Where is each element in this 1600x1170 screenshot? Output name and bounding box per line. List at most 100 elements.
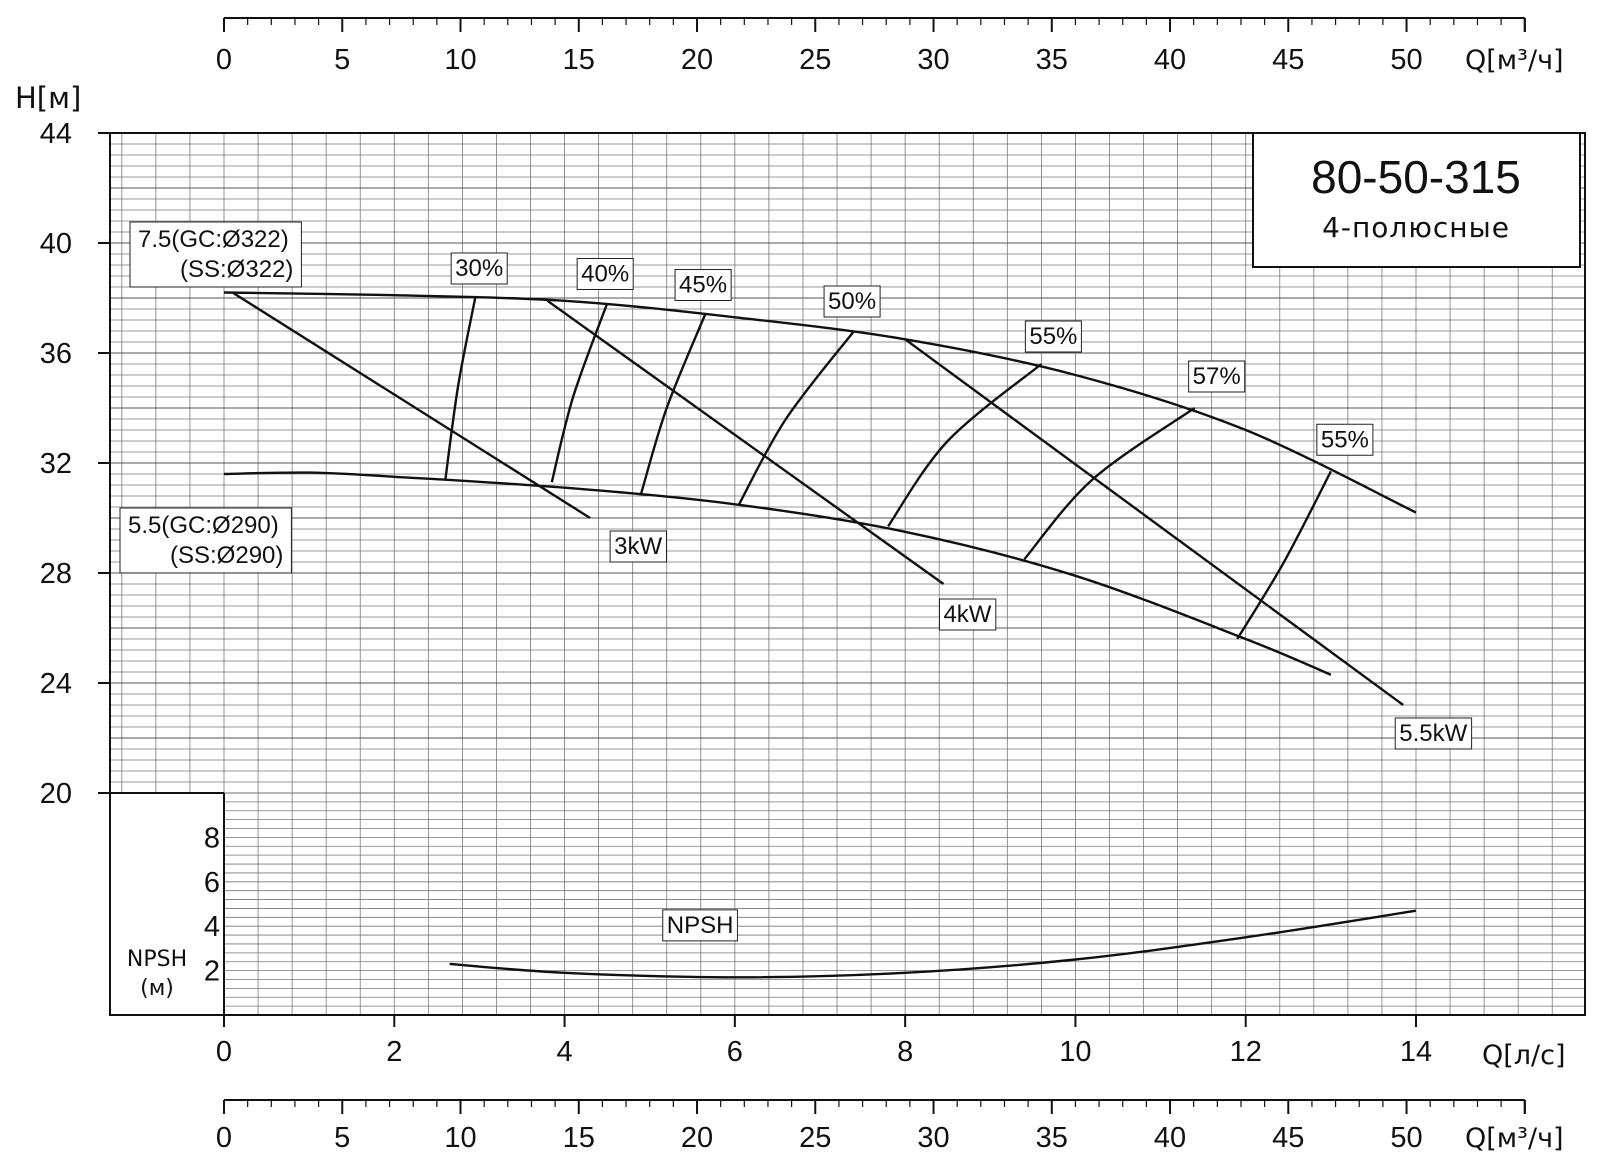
head-curve-label-0: 7.5(GC:Ø322) (SS:Ø322) — [129, 221, 302, 288]
x-alt-tick-label-bottom: 20 — [681, 1122, 713, 1154]
power-label-2: 5.5kW — [1394, 717, 1473, 750]
x-alt-tick-label-bottom: 40 — [1154, 1122, 1186, 1154]
x-alt-tick-label-top: 35 — [1036, 44, 1068, 76]
efficiency-label-6-text: 55% — [1321, 426, 1369, 453]
head-curve-label-box — [119, 507, 292, 574]
efficiency-label-2-text: 45% — [679, 272, 727, 299]
efficiency-label-6-box — [1316, 423, 1374, 456]
x-alt-tick-label-top: 20 — [681, 44, 713, 76]
y-tick-label: 40 — [40, 228, 72, 260]
x-alt-tick-label-bottom: 5 — [334, 1122, 350, 1154]
efficiency-line-0 — [444, 297, 477, 480]
head-curve-label-line1: 7.5(GC:Ø322) — [138, 226, 289, 253]
head-curve-label-1: 5.5(GC:Ø290) (SS:Ø290) — [119, 507, 292, 574]
efficiency-label-5-box — [1188, 360, 1246, 393]
head-curve-label-line1: 5.5(GC:Ø290) — [128, 512, 279, 539]
efficiency-label-5: 57% — [1188, 360, 1246, 393]
x-alt-tick-label-top: 50 — [1390, 44, 1422, 76]
npsh-label-panel — [110, 793, 224, 1015]
head-curve-label-box — [129, 221, 302, 288]
efficiency-label-5-text: 57% — [1193, 363, 1241, 390]
power-label-0-text: 3kW — [614, 533, 662, 560]
x-alt-tick-label-top: 30 — [917, 44, 949, 76]
power-label-2-box — [1394, 717, 1473, 750]
x-alt-tick-label-top: 25 — [799, 44, 831, 76]
power-line-2 — [904, 338, 1404, 706]
npsh-axis-unit: (м) — [140, 976, 174, 1001]
x-alt-axis-label-top: Q[м³/ч] — [1465, 45, 1564, 76]
x-tick-label: 10 — [1059, 1036, 1091, 1068]
power-label-1-box — [938, 598, 997, 631]
efficiency-line-1 — [550, 303, 609, 483]
power-label-0-box — [609, 530, 667, 563]
x-alt-tick-label-top: 15 — [563, 44, 595, 76]
efficiency-label-0-text: 30% — [455, 255, 503, 282]
npsh-tick-label: 4 — [204, 911, 220, 943]
x-alt-tick-label-bottom: 15 — [563, 1122, 595, 1154]
x-tick-label: 6 — [727, 1036, 743, 1068]
x-alt-tick-label-bottom: 35 — [1036, 1122, 1068, 1154]
efficiency-label-2: 45% — [674, 269, 732, 301]
x-axis-label: Q[л/с] — [1482, 1040, 1566, 1071]
efficiency-label-0-box — [450, 252, 508, 285]
x-alt-tick-label-top: 5 — [334, 44, 350, 76]
x-alt-tick-label-top: 45 — [1272, 44, 1304, 76]
npsh-curve-label-box — [662, 909, 738, 942]
npsh-tick-label: 8 — [204, 822, 220, 854]
y-tick-label: 32 — [40, 448, 72, 480]
npsh-curve-label-text: NPSH — [667, 912, 734, 939]
power-line-0 — [231, 291, 591, 520]
npsh-tick-label: 6 — [204, 867, 220, 899]
y-tick-label: 20 — [40, 778, 72, 810]
x-tick-label: 4 — [557, 1036, 573, 1068]
efficiency-label-4-box — [1024, 320, 1082, 353]
x-alt-tick-label-top: 40 — [1154, 44, 1186, 76]
efficiency-line-4 — [887, 363, 1043, 527]
head-curve-label-line2: (SS:Ø290) — [170, 542, 283, 569]
npsh-curve-label: NPSH — [662, 909, 738, 942]
x-alt-tick-label-top: 0 — [216, 44, 232, 76]
efficiency-label-1-box — [576, 258, 634, 290]
x-tick-label: 8 — [897, 1036, 913, 1068]
x-alt-tick-label-top: 10 — [444, 44, 476, 76]
y-tick-label: 28 — [40, 558, 72, 590]
npsh-axis-label: NPSH — [127, 947, 187, 972]
y-tick-label: 44 — [40, 118, 72, 150]
x-tick-label: 12 — [1230, 1036, 1262, 1068]
head-curve-0 — [223, 291, 1417, 514]
x-alt-tick-label-bottom: 30 — [917, 1122, 949, 1154]
x-tick-label: 14 — [1400, 1036, 1432, 1068]
npsh-tick-label: 2 — [204, 956, 220, 988]
x-alt-tick-label-bottom: 50 — [1390, 1122, 1422, 1154]
x-alt-tick-label-bottom: 45 — [1272, 1122, 1304, 1154]
efficiency-label-1-text: 40% — [581, 261, 629, 288]
curves — [223, 291, 1417, 979]
efficiency-label-4: 55% — [1024, 320, 1082, 353]
x-alt-tick-label-bottom: 25 — [799, 1122, 831, 1154]
efficiency-label-2-box — [674, 269, 732, 301]
efficiency-label-3: 50% — [823, 285, 881, 318]
efficiency-label-0: 30% — [450, 252, 508, 285]
npsh-curve — [449, 909, 1417, 979]
curve-labels: 7.5(GC:Ø322) (SS:Ø322) 5.5(GC:Ø290) (SS:Ø29… — [119, 221, 1473, 942]
head-curve-1 — [223, 471, 1332, 676]
x-alt-axis-label-bottom: Q[м³/ч] — [1465, 1123, 1564, 1154]
efficiency-label-3-box — [823, 285, 881, 318]
efficiency-line-6 — [1236, 470, 1332, 640]
x-tick-label: 2 — [386, 1036, 402, 1068]
power-label-0: 3kW — [609, 530, 667, 563]
efficiency-label-4-text: 55% — [1029, 323, 1077, 350]
power-label-1: 4kW — [938, 598, 997, 631]
efficiency-label-6: 55% — [1316, 423, 1374, 456]
efficiency-line-2 — [640, 314, 707, 494]
y-tick-label: 24 — [40, 668, 72, 700]
efficiency-line-5 — [1023, 407, 1196, 561]
efficiency-label-1: 40% — [576, 258, 634, 290]
head-curve-label-line2: (SS:Ø322) — [180, 256, 293, 283]
power-line-1 — [546, 299, 945, 585]
x-tick-label: 0 — [216, 1036, 232, 1068]
x-alt-tick-label-bottom: 10 — [444, 1122, 476, 1154]
power-label-2-text: 5.5kW — [1399, 720, 1467, 747]
chart-title: 80-50-315 — [1311, 151, 1521, 203]
